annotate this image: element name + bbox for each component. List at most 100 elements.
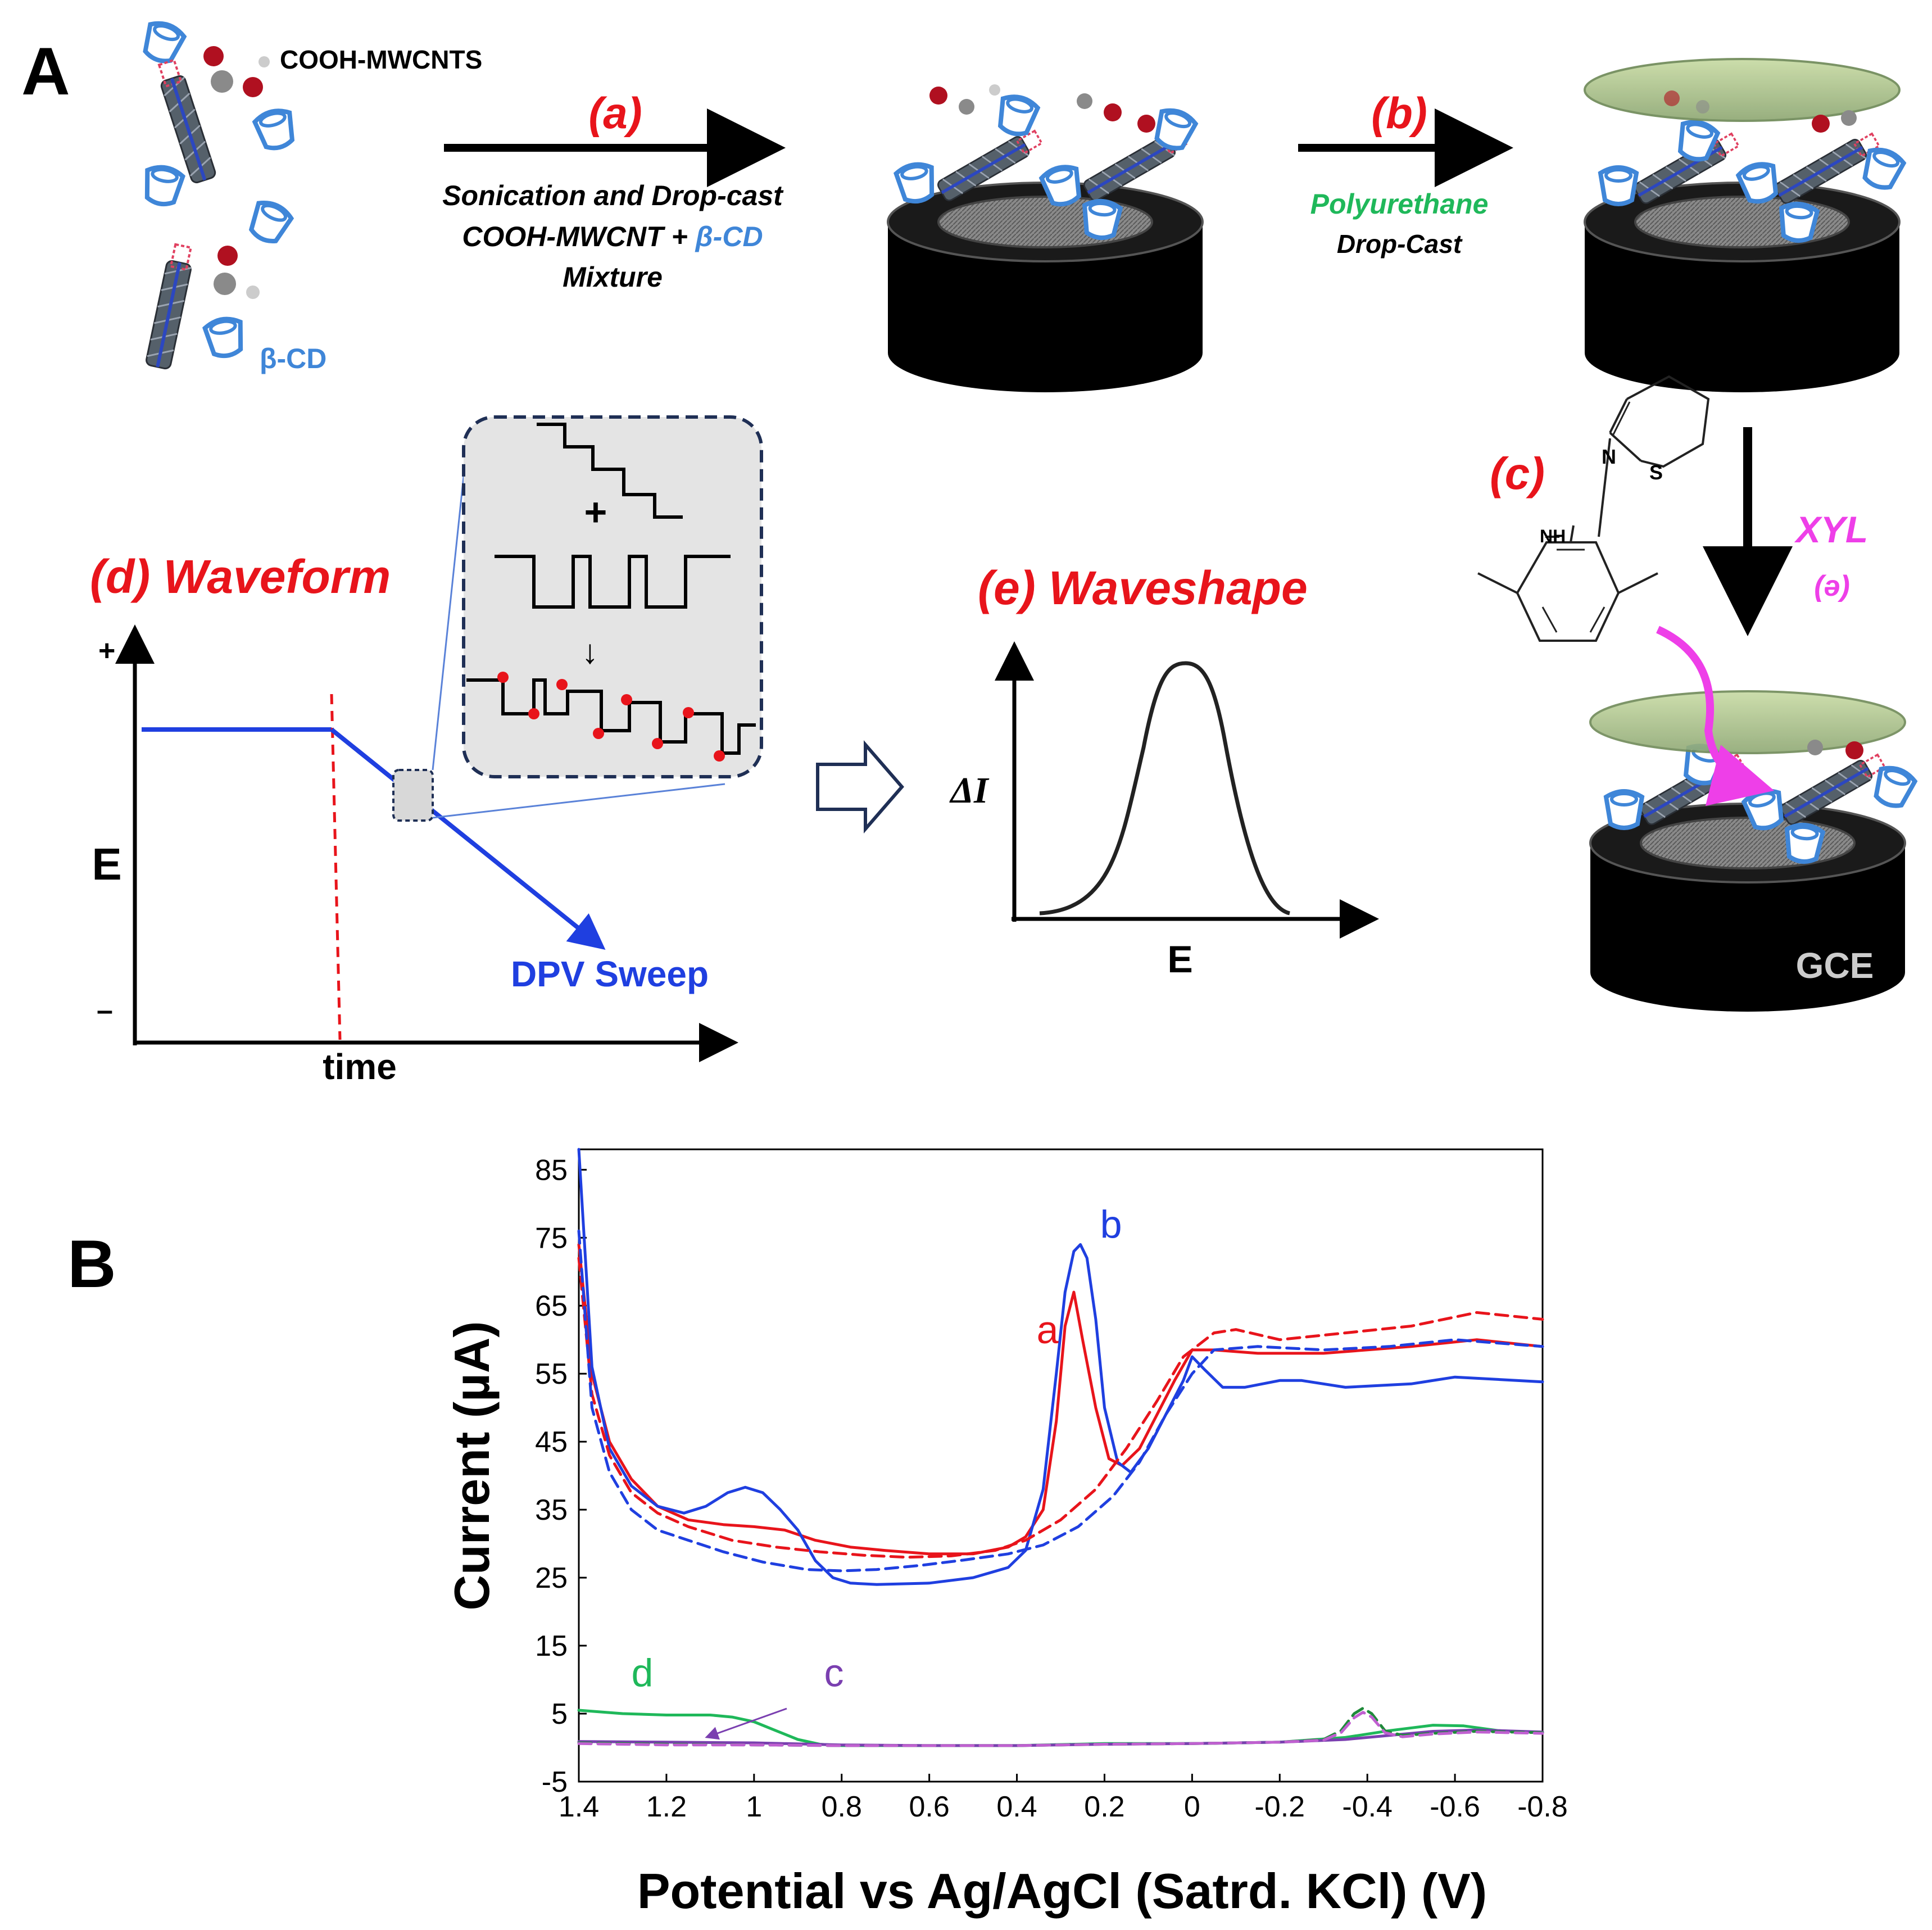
s-atom-label: S <box>1649 461 1663 484</box>
cyclodextrin-icon <box>142 165 184 207</box>
inset-plus: + <box>584 490 607 534</box>
step-b-line2: Drop-Cast <box>1337 229 1463 259</box>
waveform-zoom-region <box>392 769 434 822</box>
waveshape-axes <box>995 641 1379 939</box>
waveshape-x-label: E <box>1167 938 1192 981</box>
x-tick-label: 0.6 <box>909 1791 949 1823</box>
y-tick-label: 15 <box>535 1630 568 1662</box>
y-tick-label: 25 <box>535 1562 568 1594</box>
dpv-chart: 1.4 1.2 1 0.8 0.6 0.4 0.2 0 -0.2 -0.4 -0.6 -0.8 85 7… <box>444 1148 1568 1919</box>
dpv-sweep-label: DPV Sweep <box>511 954 709 994</box>
waveform-title: (d) Waveform <box>90 550 391 603</box>
dpv-combined-waveform <box>466 678 756 755</box>
y-tick-label: 65 <box>535 1290 568 1322</box>
x-tick-label: -0.4 <box>1342 1791 1393 1823</box>
polyurethane-layer <box>1584 58 1901 122</box>
n-atom-label: N <box>1602 445 1616 468</box>
series-line-a <box>577 1243 1544 1556</box>
x-tick-label: -0.6 <box>1430 1791 1480 1823</box>
series-line-d <box>577 1709 1544 1747</box>
waveform-axes <box>115 624 738 1062</box>
oxygen-atom-icon <box>203 46 224 66</box>
nanotube-icon <box>146 243 196 369</box>
curve-label-b: b <box>1100 1202 1122 1246</box>
series-line-b <box>577 1148 1544 1586</box>
gce-label: GCE <box>1796 945 1874 986</box>
cyclodextrin-icon <box>140 19 186 66</box>
y-tick-label: 55 <box>535 1358 568 1390</box>
hydrogen-atom-icon <box>246 286 260 299</box>
waveshape-peak <box>1039 661 1290 916</box>
cyclodextrin-icon <box>253 107 298 152</box>
xyl-label: XYL <box>1794 509 1868 550</box>
xyl-symbol: (ə) <box>1814 570 1850 602</box>
cyclodextrin-icon <box>204 316 246 359</box>
step-a-tag: (a) <box>588 88 642 138</box>
cyclodextrin-icon <box>895 162 937 204</box>
step-b-tag: (b) <box>1371 88 1427 138</box>
y-tick-label: 75 <box>535 1222 568 1254</box>
nanotube-icon <box>155 58 216 184</box>
waveform-plus: + <box>98 635 115 667</box>
waveform-minus: – <box>97 994 113 1027</box>
waveshape-title: (e) Waveshape <box>978 561 1308 614</box>
staircase-waveform <box>537 423 683 519</box>
chart-x-label: Potential vs Ag/AgCl (Satrd. KCl) (V) <box>637 1863 1487 1919</box>
panel-b-label: B <box>67 1226 116 1302</box>
curve-label-a: a <box>1037 1308 1059 1352</box>
plot-frame <box>578 1148 1544 1783</box>
electrode-step-a <box>887 84 1204 392</box>
inset-arrow: ↓ <box>582 633 598 670</box>
x-tick-label: 0.2 <box>1084 1791 1124 1823</box>
y-tick-label: 45 <box>535 1426 568 1458</box>
oxygen-atom-icon <box>243 77 263 97</box>
chart-y-label: Current (µA) <box>444 1321 500 1610</box>
curve-label-d: d <box>632 1651 654 1695</box>
waveform-inset <box>462 415 763 778</box>
step-a-line3: Mixture <box>563 261 663 293</box>
step-a-line1: Sonication and Drop-cast <box>442 180 784 211</box>
hydrogen-atom-icon <box>258 56 270 67</box>
beta-cd-label: β-CD <box>260 343 326 374</box>
waveform-step-marker <box>330 694 342 1040</box>
step-a-line2: COOH-MWCNT + β-CD <box>462 221 763 252</box>
y-tick-label: 35 <box>535 1494 568 1526</box>
waveform-x-label: time <box>323 1046 397 1087</box>
cyclodextrin-icon <box>1082 200 1121 239</box>
panel-a-label: A <box>21 34 70 109</box>
series-line-c-dashed <box>577 1711 1544 1747</box>
step-b-line1: Polyurethane <box>1310 188 1489 220</box>
zoom-guide-line <box>432 783 725 819</box>
x-tick-label: 0 <box>1184 1791 1200 1823</box>
dpv-sweep-line <box>330 727 606 950</box>
c-label-pointer <box>705 1707 787 1740</box>
x-tick-label: 1 <box>746 1791 762 1823</box>
curve-label-c: c <box>824 1651 844 1695</box>
electrode-step-b <box>1584 58 1906 392</box>
waveshape-y-label: ΔI <box>949 770 989 811</box>
pulse-waveform <box>495 555 731 609</box>
series-line-a-dashed <box>577 1257 1544 1559</box>
oxygen-atom-icon <box>217 246 238 266</box>
x-tick-label: 1.4 <box>559 1791 599 1823</box>
step-c-tag: (c) <box>1490 448 1545 499</box>
nh-label: NH <box>1540 526 1566 546</box>
series-line-d-dashed <box>577 1706 1544 1747</box>
series-line-c <box>577 1728 1544 1747</box>
cooh-mwcnt-cluster <box>140 19 298 370</box>
y-tick-label: -5 <box>542 1766 568 1798</box>
cooh-mwcnts-label: COOH-MWCNTS <box>280 45 482 74</box>
carbon-atom-icon <box>214 273 236 295</box>
x-tick-label: 0.8 <box>822 1791 862 1823</box>
carbon-atom-icon <box>211 70 233 93</box>
cyclodextrin-icon <box>246 198 293 246</box>
y-tick-label: 5 <box>551 1698 568 1730</box>
electrode-gce <box>1589 626 1917 1012</box>
y-tick-label: 85 <box>535 1154 568 1186</box>
sampling-point-icons <box>497 672 725 762</box>
x-tick-label: 1.2 <box>646 1791 687 1823</box>
transform-arrow-icon <box>816 740 904 834</box>
x-tick-label: -0.2 <box>1254 1791 1305 1823</box>
x-tick-label: 0.4 <box>996 1791 1037 1823</box>
